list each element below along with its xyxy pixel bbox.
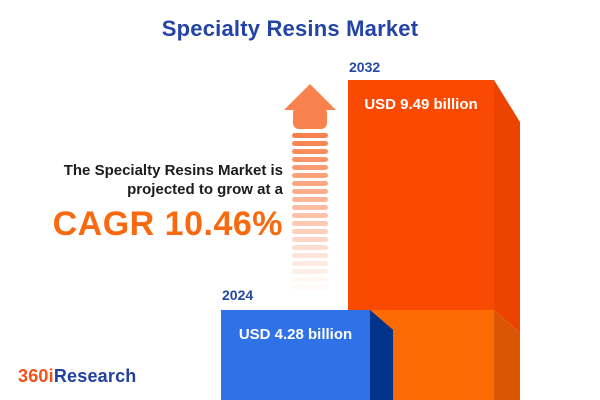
arrow-stripe xyxy=(292,157,328,162)
arrow-stripe xyxy=(292,245,328,250)
bar-2032-side-face xyxy=(494,80,520,333)
description-block: The Specialty Resins Market is projected… xyxy=(53,161,283,244)
arrow-stripes xyxy=(284,133,336,290)
arrow-stripe xyxy=(292,269,328,274)
year-label-2024: 2024 xyxy=(222,287,254,303)
page-title: Specialty Resins Market xyxy=(161,16,419,41)
arrow-stripe xyxy=(292,221,328,226)
brand-logo-prefix: 360i xyxy=(18,366,54,386)
description-line-1: The Specialty Resins Market is xyxy=(63,162,283,179)
arrow-stripe xyxy=(292,165,328,170)
bar-2024-side-face xyxy=(370,310,393,400)
arrow-stripe xyxy=(292,237,328,242)
bar-2024-value-label: USD 4.28 billion xyxy=(238,326,353,343)
arrow-head-block xyxy=(293,107,327,129)
arrow-stripe xyxy=(292,205,328,210)
arrow-stripe xyxy=(292,173,328,178)
arrow-stripe xyxy=(292,261,328,266)
arrow-stripe xyxy=(292,149,328,154)
arrow-stripe xyxy=(292,133,328,138)
arrow-head-triangle xyxy=(284,84,336,110)
arrow-stripe xyxy=(292,277,328,282)
arrow-stripe xyxy=(292,189,328,194)
arrow-stripe xyxy=(292,181,328,186)
arrow-stripe xyxy=(292,229,328,234)
arrow-stripe xyxy=(292,141,328,146)
arrow-stripe xyxy=(292,253,328,258)
arrow-stripe xyxy=(292,213,328,218)
brand-logo-suffix: Research xyxy=(53,366,137,386)
bar-2032-front-face xyxy=(348,80,494,310)
arrow-stripe xyxy=(292,197,328,202)
cagr-value: CAGR 10.46% xyxy=(52,205,283,243)
year-label-2032: 2032 xyxy=(349,59,381,75)
arrow-stripe xyxy=(292,285,328,290)
growth-arrow-icon xyxy=(284,84,336,293)
description-line-2: projected to grow at a xyxy=(127,181,283,198)
bar-2032-value-label: USD 9.49 billion xyxy=(364,96,478,113)
bar-2024-front-face xyxy=(221,310,370,400)
brand-logo: 360iResearch xyxy=(18,366,137,387)
